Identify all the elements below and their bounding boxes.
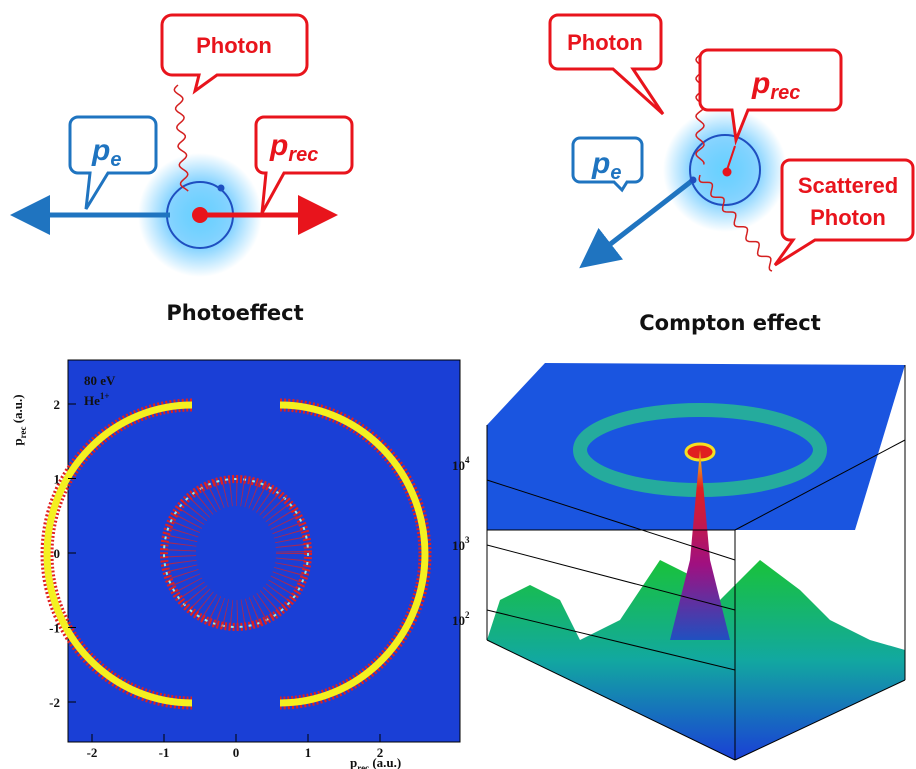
plot-area: [67, 359, 461, 743]
symbol: p: [10, 438, 25, 445]
photoeffect-diagram: Photon pe prec Photoeffect: [10, 13, 354, 325]
box-frame: [486, 365, 906, 761]
electron-arrow: [579, 178, 695, 269]
x-tick-label: 2: [377, 745, 384, 760]
y-tick-label: -2: [49, 695, 60, 710]
subscript: rec: [357, 763, 369, 769]
unit: (a.u.): [372, 755, 401, 769]
z-tick-label: 104: [452, 455, 470, 473]
exponent: 3: [465, 535, 470, 545]
scattered-label: Photon: [810, 205, 886, 230]
base: 10: [452, 458, 465, 473]
callout: [773, 158, 915, 267]
subscript: rec: [288, 144, 318, 166]
subscript: e: [110, 149, 121, 171]
scattered-label: Scattered: [798, 173, 898, 198]
z-tick-label: 102: [452, 610, 470, 628]
x-tick-label: -2: [87, 745, 98, 760]
exponent: 2: [465, 610, 470, 620]
symbol: p: [751, 67, 770, 100]
symbol: p: [350, 755, 357, 769]
callout: [571, 136, 644, 193]
y-tick-label: 0: [54, 546, 61, 561]
electron-label: pe: [91, 134, 121, 171]
electron: [689, 176, 697, 184]
callout: [698, 48, 843, 146]
outer-ring: [279, 401, 429, 707]
recoil-label: prec: [269, 129, 318, 166]
exponent: 4: [465, 455, 470, 465]
callout: [254, 115, 354, 214]
symbol: p: [269, 129, 288, 162]
center-scatter: [166, 476, 306, 630]
base: 10: [452, 613, 465, 628]
orbit: [689, 134, 761, 206]
nucleus: [722, 167, 732, 177]
callout: [548, 13, 665, 116]
surface: [487, 560, 905, 760]
subscript: e: [610, 162, 621, 184]
x-tick-label: 1: [305, 745, 312, 760]
ion: He: [84, 393, 100, 408]
callout: [68, 115, 158, 210]
photon-label: Photon: [196, 33, 272, 58]
y-tick-label: -1: [49, 621, 60, 636]
photon-wave: [173, 84, 189, 192]
caption: Photoeffect: [166, 301, 303, 325]
scattered-wave: [698, 174, 773, 272]
annotation: 80 eV: [84, 373, 116, 388]
caption: Compton effect: [639, 311, 820, 335]
inner-ring: [163, 478, 309, 628]
annotation: He1+: [84, 391, 110, 408]
recoil-arrow: [726, 145, 736, 171]
superscript: 1+: [100, 391, 110, 401]
x-label: prec (a.u.): [350, 755, 401, 769]
symbol: p: [91, 134, 110, 167]
electron-label: pe: [591, 147, 621, 184]
momentum-plot: 80 eV He1+ prec (a.u.) prec (a.u.) -2 -1 0…: [10, 359, 461, 769]
x-tick-label: 0: [233, 745, 240, 760]
y-tick-label: 1: [54, 472, 61, 487]
base: 10: [452, 538, 465, 553]
electron: [217, 184, 225, 192]
outer-ring: [43, 401, 193, 707]
symbol: p: [591, 147, 610, 180]
unit: (a.u.): [10, 394, 25, 423]
subscript: rec: [18, 427, 28, 439]
compton-diagram: Photon prec pe Scattered Photon Compton …: [548, 13, 915, 335]
photon-label: Photon: [567, 30, 643, 55]
nucleus: [192, 207, 208, 223]
surface-peak: [670, 450, 730, 640]
x-tick-label: -1: [159, 745, 170, 760]
callout: [160, 13, 309, 95]
y-tick-label: 2: [54, 397, 61, 412]
y-label: prec (a.u.): [10, 394, 28, 445]
recoil-label: prec: [751, 67, 800, 104]
z-tick-label: 103: [452, 535, 470, 553]
subscript: rec: [770, 82, 800, 104]
